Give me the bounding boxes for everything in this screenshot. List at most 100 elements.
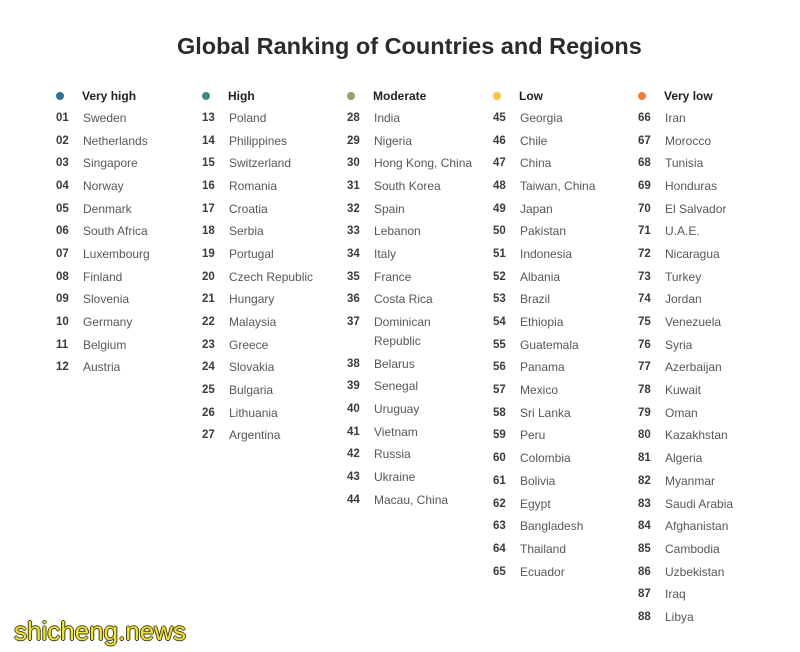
ranking-row: 46 Chile <box>493 130 625 153</box>
rank-number: 46 <box>493 134 506 147</box>
country-name: Ethiopia <box>520 315 564 330</box>
country-name: Iran <box>665 110 686 125</box>
rank-number: 70 <box>638 202 651 215</box>
ranking-row: 25 Bulgaria <box>202 379 334 402</box>
ranking-row: 83 Saudi Arabia <box>638 493 770 516</box>
ranking-row: 48 Taiwan, China <box>493 175 625 198</box>
rank-number: 63 <box>493 520 506 533</box>
rank-number: 74 <box>638 293 651 306</box>
rank-number: 17 <box>202 202 215 215</box>
ranking-row: 86 Uzbekistan <box>638 561 770 584</box>
country-name: Sri Lanka <box>520 405 571 420</box>
rank-number: 39 <box>347 380 360 393</box>
country-name: Libya <box>665 609 694 624</box>
rank-number: 81 <box>638 452 651 465</box>
category-header: Very high <box>56 84 188 107</box>
country-name: South Africa <box>83 224 148 239</box>
country-name: Cambodia <box>665 541 720 556</box>
ranking-row: 85 Cambodia <box>638 538 770 561</box>
ranking-row: 76 Syria <box>638 334 770 357</box>
rank-number: 62 <box>493 497 506 510</box>
rank-number: 20 <box>202 270 215 283</box>
rank-number: 30 <box>347 157 360 170</box>
rank-number: 10 <box>56 316 69 329</box>
ranking-row: 72 Nicaragua <box>638 243 770 266</box>
ranking-row: 79 Oman <box>638 402 770 425</box>
country-name: Azerbaijan <box>665 360 722 375</box>
rank-number: 27 <box>202 429 215 442</box>
rank-number: 80 <box>638 429 651 442</box>
ranking-row: 88 Libya <box>638 606 770 629</box>
ranking-row: 30 Hong Kong, China <box>347 152 479 175</box>
country-name: Mexico <box>520 383 559 398</box>
ranking-row: 19 Portugal <box>202 243 334 266</box>
rank-number: 49 <box>493 202 506 215</box>
country-name: Austria <box>83 360 121 375</box>
rank-number: 87 <box>638 588 651 601</box>
category-header: Very low <box>638 84 770 107</box>
ranking-row: 34 Italy <box>347 243 479 266</box>
ranking-row: 65 Ecuador <box>493 561 625 584</box>
ranking-row: 77 Azerbaijan <box>638 357 770 380</box>
ranking-row: 50 Pakistan <box>493 220 625 243</box>
ranking-row: 57 Mexico <box>493 379 625 402</box>
rank-number: 58 <box>493 406 506 419</box>
ranking-row: 84 Afghanistan <box>638 515 770 538</box>
country-name: Singapore <box>83 156 138 171</box>
country-name: Honduras <box>665 178 718 193</box>
ranking-row: 60 Colombia <box>493 447 625 470</box>
rank-number: 15 <box>202 157 215 170</box>
rank-number: 04 <box>56 179 69 192</box>
category-column-moderate: Moderate 28 India 29 Nigeria 30 Hong Kong, Chi… <box>347 84 479 512</box>
rank-number: 79 <box>638 406 651 419</box>
rank-number: 54 <box>493 316 506 329</box>
country-name: Oman <box>665 405 698 420</box>
country-name: Switzerland <box>229 156 292 171</box>
country-name: Greece <box>229 337 269 352</box>
ranking-row: 38 Belarus <box>347 353 479 376</box>
country-name: Uruguay <box>374 402 420 417</box>
ranking-row: 81 Algeria <box>638 447 770 470</box>
country-name: Bulgaria <box>229 383 274 398</box>
ranking-row: 52 Albania <box>493 266 625 289</box>
category-header: Moderate <box>347 84 479 107</box>
rank-number: 84 <box>638 520 651 533</box>
ranking-row: 70 El Salvador <box>638 198 770 221</box>
country-name: El Salvador <box>665 201 727 216</box>
rank-number: 69 <box>638 179 651 192</box>
country-name: Georgia <box>520 110 563 125</box>
country-name: Afghanistan <box>665 519 729 534</box>
country-name: Finland <box>83 269 123 284</box>
ranking-row: 55 Guatemala <box>493 334 625 357</box>
ranking-row: 71 U.A.E. <box>638 220 770 243</box>
ranking-row: 74 Jordan <box>638 289 770 312</box>
rank-number: 60 <box>493 452 506 465</box>
country-name: Morocco <box>665 133 712 148</box>
ranking-row: 21 Hungary <box>202 289 334 312</box>
ranking-row: 59 Peru <box>493 425 625 448</box>
ranking-row: 51 Indonesia <box>493 243 625 266</box>
rank-number: 37 <box>347 316 360 329</box>
ranking-row: 18 Serbia <box>202 220 334 243</box>
category-header: Low <box>493 84 625 107</box>
category-header: High <box>202 84 334 107</box>
country-name: Taiwan, China <box>520 178 596 193</box>
rank-number: 29 <box>347 134 360 147</box>
rank-number: 36 <box>347 293 360 306</box>
country-name: Tunisia <box>665 156 704 171</box>
rank-number: 52 <box>493 270 506 283</box>
rank-number: 57 <box>493 384 506 397</box>
rank-number: 61 <box>493 474 506 487</box>
ranking-row: 44 Macau, China <box>347 489 479 512</box>
country-name: Slovakia <box>229 360 275 375</box>
country-name: Kuwait <box>665 383 702 398</box>
rank-number: 85 <box>638 542 651 555</box>
rank-number: 07 <box>56 247 69 260</box>
ranking-row: 78 Kuwait <box>638 379 770 402</box>
ranking-row: 09 Slovenia <box>56 289 188 312</box>
country-name: Jordan <box>665 292 702 307</box>
country-name: Norway <box>83 178 124 193</box>
rank-number: 77 <box>638 361 651 374</box>
rank-number: 86 <box>638 565 651 578</box>
ranking-row: 16 Romania <box>202 175 334 198</box>
